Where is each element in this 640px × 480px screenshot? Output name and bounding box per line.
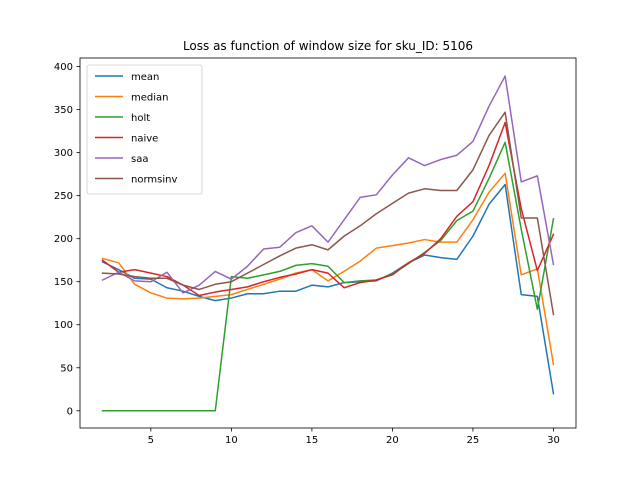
x-axis: 5 10 15 20 25 30 bbox=[148, 428, 560, 446]
legend: mean median holt naive saa normsinv bbox=[86, 64, 203, 195]
y-tick-label: 0 bbox=[67, 406, 73, 417]
plot-frame bbox=[79, 57, 577, 429]
series-line-saa bbox=[101, 75, 555, 294]
x-tick-label: 5 bbox=[148, 435, 154, 446]
y-tick-label: 100 bbox=[54, 320, 73, 331]
x-tick-label: 15 bbox=[306, 435, 319, 446]
series-line-mean bbox=[101, 183, 555, 395]
legend-label-mean: mean bbox=[131, 72, 159, 83]
y-tick-label: 350 bbox=[54, 105, 73, 116]
legend-label-normsinv: normsinv bbox=[131, 175, 177, 186]
y-axis: 0 50 100 150 200 250 300 350 400 bbox=[54, 62, 80, 417]
legend-label-median: median bbox=[131, 93, 169, 104]
legend-label-holt: holt bbox=[131, 113, 150, 124]
series-line-median bbox=[101, 172, 555, 366]
y-tick-label: 50 bbox=[60, 363, 73, 374]
y-tick-label: 200 bbox=[54, 234, 73, 245]
y-tick-label: 300 bbox=[54, 148, 73, 159]
y-tick-label: 250 bbox=[54, 191, 73, 202]
legend-label-saa: saa bbox=[131, 154, 148, 165]
series-line-holt bbox=[101, 141, 555, 412]
chart-title: Loss as function of window size for sku_… bbox=[183, 39, 473, 53]
x-tick-label: 30 bbox=[547, 435, 560, 446]
x-tick-label: 25 bbox=[467, 435, 480, 446]
series-line-normsinv bbox=[101, 111, 555, 316]
y-tick-label: 150 bbox=[54, 277, 73, 288]
series-layer bbox=[101, 75, 555, 412]
x-tick-label: 10 bbox=[225, 435, 238, 446]
y-tick-label: 400 bbox=[54, 62, 73, 73]
x-tick-label: 20 bbox=[386, 435, 399, 446]
legend-label-naive: naive bbox=[131, 134, 158, 145]
